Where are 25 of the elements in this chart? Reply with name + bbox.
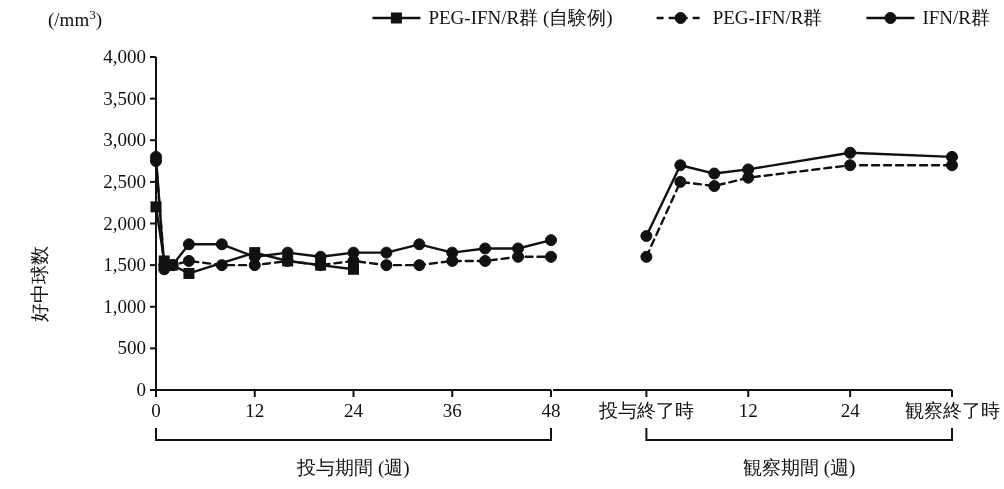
x-tick-label: 0 <box>151 400 161 421</box>
x-axis-title: 観察期間 (週) <box>742 457 856 479</box>
y-axis-title: 好中球数 <box>29 245 50 322</box>
x-axis-title: 投与期間 (週) <box>296 457 410 479</box>
legend-label: PEG-IFN/R群 (自験例) <box>428 7 613 29</box>
y-tick-label: 1,000 <box>103 295 146 317</box>
y-tick-label: 500 <box>117 337 146 359</box>
y-tick-label: 3,000 <box>103 129 146 151</box>
y-tick-label: 4,000 <box>103 46 146 67</box>
legend-label: PEG-IFN/R群 <box>712 7 823 28</box>
x-tick-label: 12 <box>738 400 758 421</box>
y-tick-label: 3,500 <box>103 87 146 109</box>
x-tick-label: 24 <box>344 400 364 421</box>
x-tick-label: 投与終了時 <box>597 400 694 421</box>
y-tick-label: 1,500 <box>103 254 146 276</box>
y-tick-label: 2,500 <box>103 170 146 192</box>
y-tick-label: 0 <box>136 379 146 400</box>
x-tick-label: 観察終了時 <box>904 400 1000 421</box>
y-tick-label: 2,000 <box>103 212 146 234</box>
x-tick-label: 48 <box>541 400 561 421</box>
x-tick-label: 12 <box>245 400 265 421</box>
x-tick-label: 36 <box>442 400 462 421</box>
x-tick-label: 24 <box>840 400 861 421</box>
text: (/mm$^{3}$) <box>48 6 103 31</box>
legend-label: IFN/R群 <box>922 7 990 28</box>
